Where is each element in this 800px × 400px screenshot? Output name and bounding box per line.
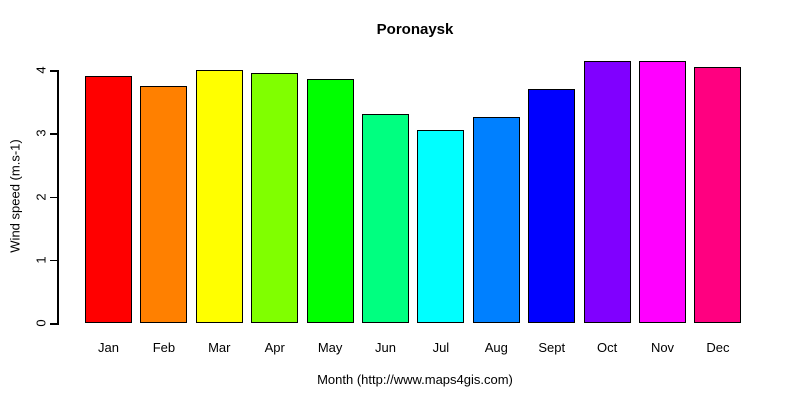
bar-nov	[639, 60, 686, 323]
x-label-may: May	[317, 340, 343, 355]
bar-jun	[362, 114, 409, 323]
bar-aug	[472, 117, 520, 323]
bar-jan	[85, 76, 132, 323]
bar-may	[306, 79, 354, 323]
bar-oct	[583, 60, 631, 323]
x-label-mar: Mar	[208, 340, 231, 355]
y-tick-label-3: 3	[33, 129, 49, 137]
bar-jul	[417, 130, 465, 323]
x-label-jul: Jul	[432, 340, 450, 355]
y-tick-label-0: 0	[33, 319, 49, 327]
y-tick-0	[50, 323, 58, 325]
bar-apr	[251, 73, 299, 323]
x-label-aug: Aug	[484, 340, 508, 355]
y-tick-label-4: 4	[33, 66, 49, 74]
y-tick-label-1: 1	[33, 256, 49, 264]
x-label-feb: Feb	[152, 340, 176, 355]
x-axis-title: Month (http://www.maps4gis.com)	[317, 372, 513, 387]
x-label-dec: Dec	[706, 340, 730, 355]
y-tick-3	[50, 133, 58, 135]
bar-feb	[140, 85, 188, 323]
bar-sept	[528, 88, 576, 323]
x-label-jan: Jan	[98, 340, 119, 355]
x-label-jun: Jun	[375, 340, 396, 355]
x-label-oct: Oct	[596, 340, 618, 355]
y-axis-title: Wind speed (m.s-1)	[7, 139, 23, 253]
bar-mar	[195, 70, 243, 323]
y-tick-2	[50, 196, 58, 198]
y-tick-1	[50, 259, 58, 262]
bar-dec	[694, 66, 742, 323]
x-label-apr: Apr	[264, 340, 285, 355]
x-label-sept: Sept	[538, 340, 566, 355]
chart-title: Poronaysk	[376, 21, 454, 38]
y-tick-label-2: 2	[33, 192, 49, 201]
y-tick-4	[50, 70, 58, 72]
x-label-nov: Nov	[650, 340, 675, 355]
